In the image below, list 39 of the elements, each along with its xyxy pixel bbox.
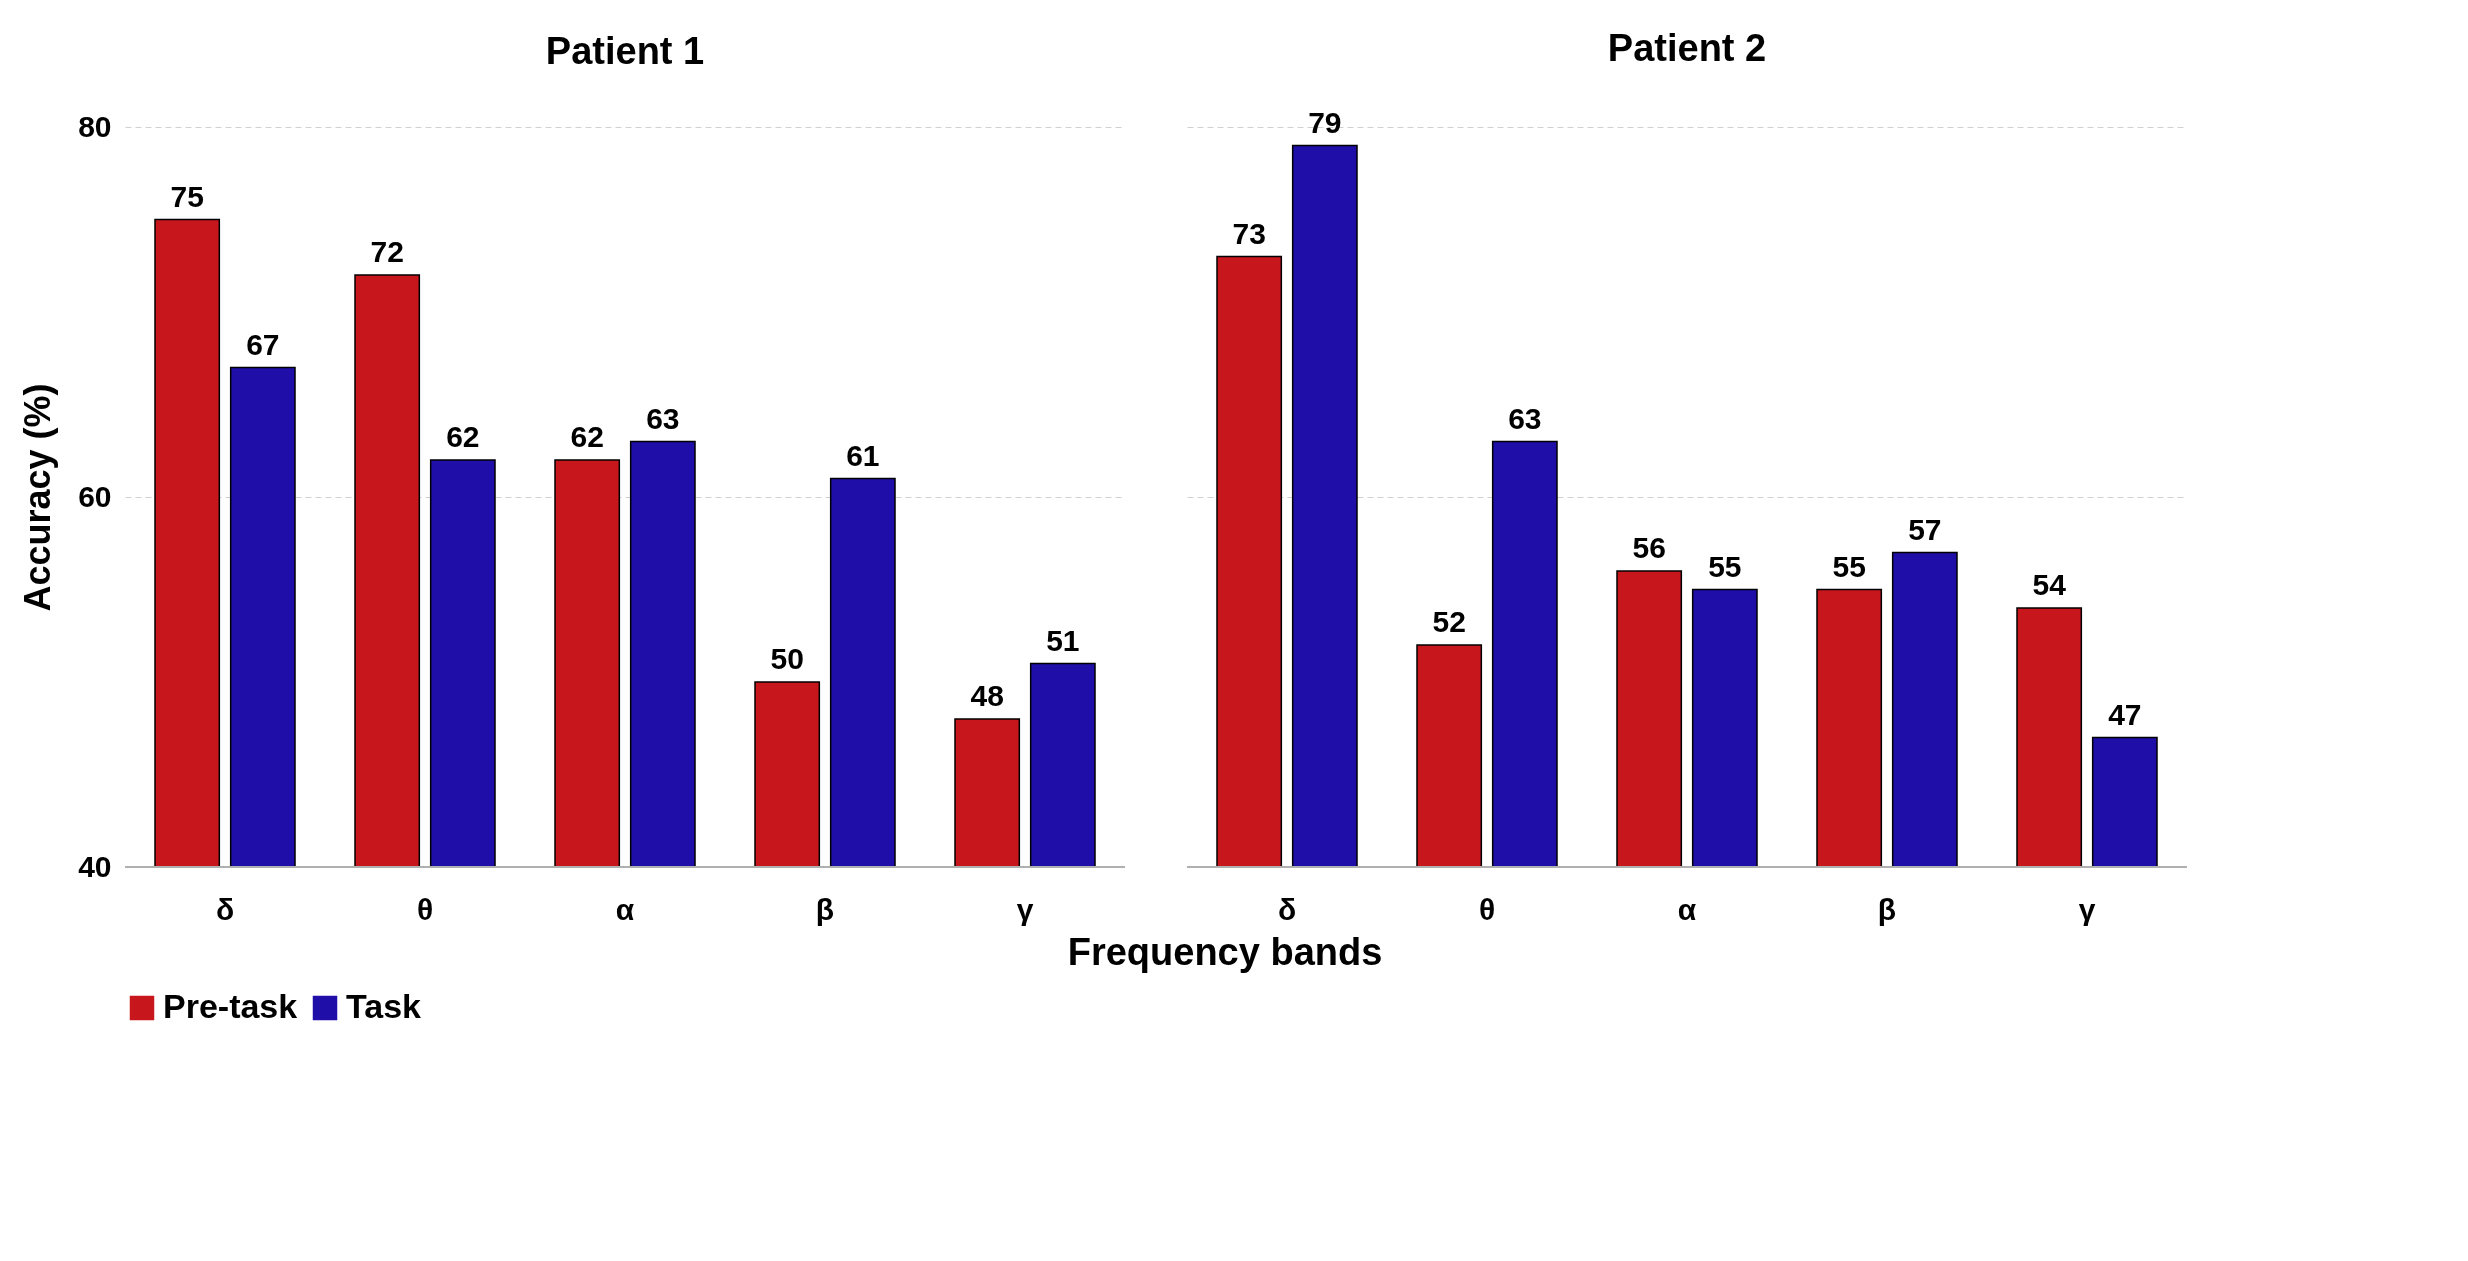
x-tick-label: β (815, 892, 835, 926)
data-label: 56 (1632, 531, 1666, 564)
data-label: 62 (446, 420, 480, 453)
x-tick-label: γ (1016, 892, 1034, 926)
data-label: 62 (570, 420, 604, 453)
x-tick-label: θ (1478, 892, 1496, 926)
data-label: 79 (1308, 105, 1342, 139)
data-label: 48 (970, 679, 1004, 712)
x-tick-label: θ (416, 892, 434, 926)
y-tick-label: 80 (78, 109, 112, 143)
legend-label: Task (346, 987, 422, 1025)
x-tick-label: α (1677, 892, 1697, 926)
y-tick-label: 40 (78, 849, 112, 883)
x-tick-label: α (615, 892, 635, 926)
chart-title: Patient 1 (545, 30, 705, 72)
data-label: 55 (1708, 549, 1742, 583)
data-label: 54 (2032, 568, 2067, 601)
data-label: 72 (370, 235, 404, 268)
chart-title: Patient 2 (1607, 26, 1767, 69)
data-label: 63 (1508, 401, 1542, 435)
data-label: 67 (246, 327, 280, 361)
data-label: 57 (1908, 512, 1942, 546)
data-label: 63 (646, 401, 680, 435)
y-axis-title: Accuracy (%) (17, 383, 59, 612)
data-label: 51 (1046, 623, 1080, 657)
x-tick-label: δ (1277, 892, 1297, 926)
data-label: 55 (1832, 549, 1866, 583)
data-label: 61 (846, 438, 880, 472)
x-axis-title: Frequency bands (1067, 931, 1383, 973)
data-label: 50 (770, 642, 804, 675)
x-tick-label: β (1877, 892, 1897, 926)
data-label: 47 (2108, 697, 2142, 731)
data-label: 75 (170, 179, 204, 213)
legend-label: Pre-task (163, 987, 298, 1025)
x-tick-label: δ (215, 892, 235, 926)
y-tick-label: 60 (78, 479, 112, 513)
x-tick-label: γ (2078, 892, 2096, 926)
data-label: 52 (1432, 605, 1466, 638)
data-label: 73 (1232, 216, 1266, 250)
